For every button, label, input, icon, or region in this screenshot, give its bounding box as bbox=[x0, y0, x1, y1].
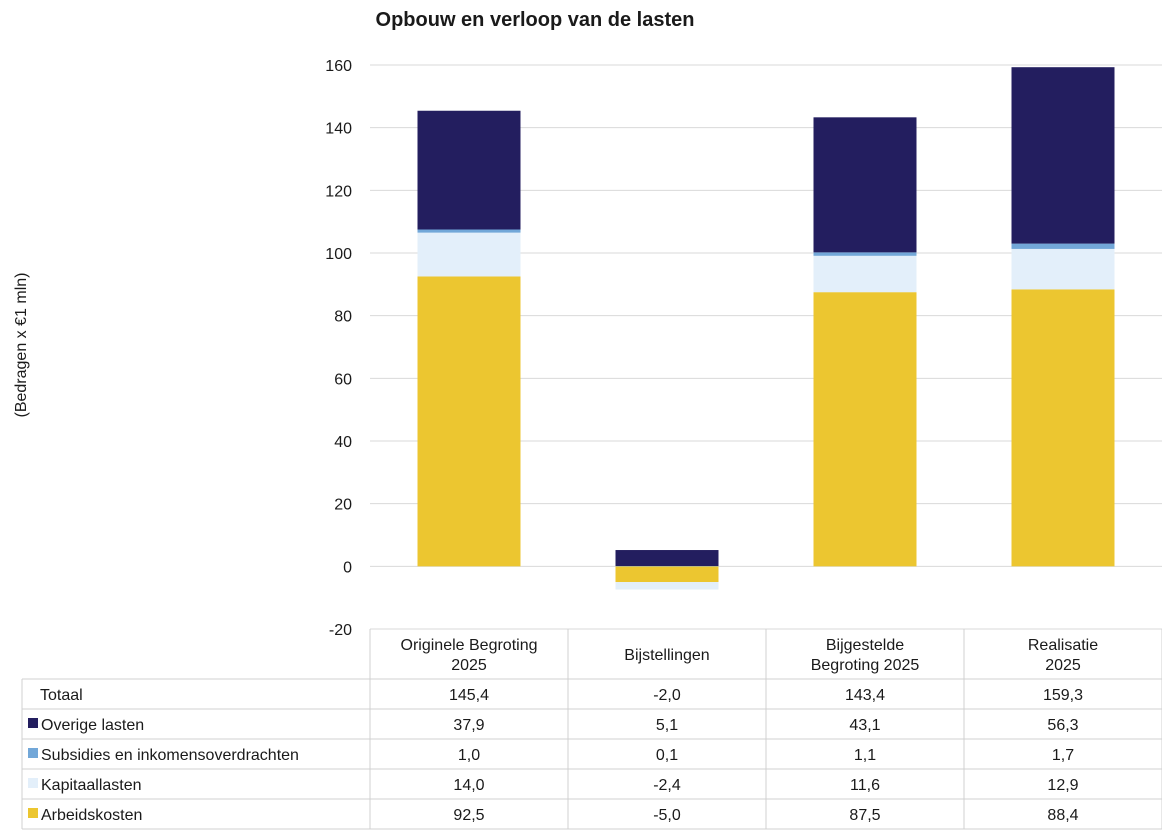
category-label: Realisatie bbox=[1028, 637, 1098, 654]
table-row-label: Arbeidskosten bbox=[41, 807, 142, 824]
y-tick-label: 80 bbox=[334, 309, 352, 326]
bar-segment bbox=[1011, 289, 1115, 567]
table-cell: 5,1 bbox=[656, 717, 678, 734]
table-cell: 88,4 bbox=[1047, 807, 1078, 824]
table-cell: 87,5 bbox=[849, 807, 880, 824]
table-cell: 0,1 bbox=[656, 747, 678, 764]
y-axis-label: (Bedragen x €1 mln) bbox=[13, 273, 30, 418]
category-label: Bijstellingen bbox=[624, 647, 709, 664]
bar-segment bbox=[615, 566, 719, 582]
bar-segment bbox=[813, 255, 917, 293]
y-tick-label: 120 bbox=[325, 183, 352, 200]
table-cell: 143,4 bbox=[845, 687, 885, 704]
legend-swatch bbox=[28, 808, 38, 818]
table-row-label: Kapitaallasten bbox=[41, 777, 142, 794]
table-cell: 37,9 bbox=[453, 717, 484, 734]
table-cell: -5,0 bbox=[653, 807, 681, 824]
y-tick-label: 160 bbox=[325, 58, 352, 75]
y-tick-label: 140 bbox=[325, 121, 352, 138]
bar-segment bbox=[1011, 67, 1115, 244]
table-row-label: Overige lasten bbox=[41, 717, 144, 734]
legend-swatch bbox=[28, 718, 38, 728]
y-tick-label: 60 bbox=[334, 371, 352, 388]
table-cell: 43,1 bbox=[849, 717, 880, 734]
table-cell: 11,6 bbox=[850, 777, 880, 794]
y-tick-label: -20 bbox=[329, 622, 352, 639]
bar-segment bbox=[417, 110, 521, 230]
table-cell: 1,0 bbox=[458, 747, 480, 764]
category-label: Originele Begroting bbox=[401, 637, 538, 654]
y-tick-label: 20 bbox=[334, 497, 352, 514]
bar-segment bbox=[813, 292, 917, 567]
bar-segment bbox=[813, 252, 917, 256]
bar-segment bbox=[615, 582, 719, 590]
bar-segment bbox=[813, 117, 917, 253]
data-table: Originele Begroting 2025 Bijstellingen Bijg… bbox=[21, 629, 1162, 830]
table-cell: 159,3 bbox=[1043, 687, 1083, 704]
y-tick-label: 100 bbox=[325, 246, 352, 263]
table-cell: 1,1 bbox=[854, 747, 876, 764]
table-cell: 145,4 bbox=[449, 687, 489, 704]
table-row-label: Subsidies en inkomensoverdrachten bbox=[41, 747, 299, 764]
bar-segment bbox=[417, 229, 521, 233]
legend-swatch bbox=[28, 748, 38, 758]
category-label: 2025 bbox=[1045, 657, 1081, 674]
chart-title: Opbouw en verloop van de lasten bbox=[376, 9, 695, 31]
bar-segment bbox=[1011, 248, 1115, 290]
bar-segment bbox=[1011, 243, 1115, 249]
bar-segment bbox=[417, 276, 521, 567]
y-tick-label: 40 bbox=[334, 434, 352, 451]
table-cell: 12,9 bbox=[1047, 777, 1078, 794]
bar-segment bbox=[615, 550, 719, 567]
category-label: Bijgestelde bbox=[826, 637, 904, 654]
table-cell: -2,4 bbox=[653, 777, 681, 794]
category-label: Begroting 2025 bbox=[811, 657, 920, 674]
y-tick-labels: -20 0 20 40 60 80 100 120 140 160 bbox=[325, 58, 352, 639]
legend-swatch bbox=[28, 778, 38, 788]
table-cell: 14,0 bbox=[453, 777, 484, 794]
bar-segment bbox=[417, 232, 521, 277]
bars bbox=[417, 67, 1115, 590]
y-tick-label: 0 bbox=[343, 559, 352, 576]
table-cell: 1,7 bbox=[1052, 747, 1074, 764]
category-label: 2025 bbox=[451, 657, 487, 674]
table-row-label: Totaal bbox=[40, 687, 83, 704]
table-cell: 56,3 bbox=[1047, 717, 1078, 734]
table-cell: -2,0 bbox=[653, 687, 681, 704]
table-cell: 92,5 bbox=[453, 807, 484, 824]
